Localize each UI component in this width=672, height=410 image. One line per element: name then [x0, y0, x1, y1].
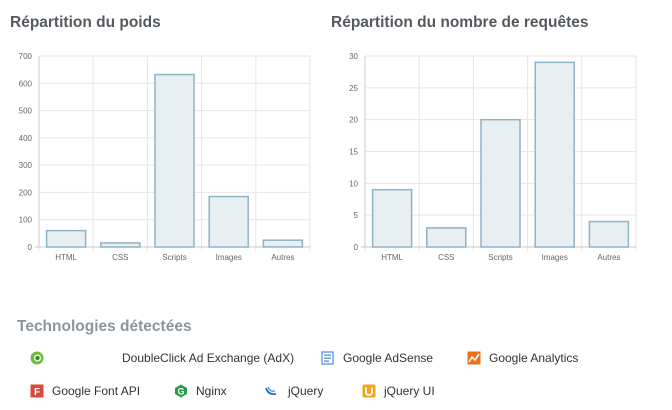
- tech-item-doubleclick[interactable]: DoubleClick Ad Exchange (AdX): [30, 349, 294, 367]
- requests-chart-title: Répartition du nombre de requêtes: [331, 14, 589, 31]
- requests-bar-autres[interactable]: [588, 220, 630, 248]
- weight-bar-html[interactable]: [45, 229, 87, 248]
- requests-ytick-label: 30: [349, 52, 358, 61]
- tech-label-google-font-api: Google Font API: [52, 384, 141, 398]
- weight-ytick-label: 0: [28, 243, 33, 252]
- adsense-icon: [321, 351, 335, 365]
- weight-bar-scripts[interactable]: [154, 73, 195, 248]
- weight-chart: 0 100 200 300 400 500 600 700 HTML CSS Scripts Imag…: [19, 52, 311, 262]
- weight-bar-css[interactable]: [100, 242, 141, 248]
- requests-ytick-label: 20: [349, 116, 358, 125]
- weight-ytick-label: 100: [19, 216, 33, 225]
- requests-ytick-label: 25: [349, 84, 358, 93]
- weight-ytick-label: 600: [19, 79, 33, 88]
- tech-item-analytics[interactable]: Google Analytics: [467, 349, 578, 367]
- tech-label-jquery: jQuery: [288, 384, 324, 398]
- weight-ytick-label: 200: [19, 188, 33, 197]
- weight-bar-images[interactable]: [208, 195, 249, 248]
- jquery-ui-icon: [362, 384, 376, 398]
- tech-item-google-font-api[interactable]: F Google Font API: [30, 382, 140, 400]
- requests-chart: 0 5 10 15 20 25 30 HTML CSS Scripts Images Autres: [349, 52, 637, 262]
- weight-ytick-label: 500: [19, 107, 33, 116]
- requests-bar-images[interactable]: [534, 61, 575, 248]
- tech-label-doubleclick: DoubleClick Ad Exchange (AdX): [122, 351, 295, 365]
- requests-xtick-label: CSS: [438, 253, 454, 262]
- svg-text:G: G: [177, 387, 184, 397]
- tech-label-nginx: Nginx: [196, 384, 227, 398]
- font-api-icon: F: [30, 384, 44, 398]
- requests-ytick-label: 0: [354, 243, 359, 252]
- svg-text:F: F: [34, 387, 40, 398]
- requests-xtick-label: HTML: [381, 253, 403, 262]
- nginx-icon: G: [174, 384, 188, 398]
- requests-bar-html[interactable]: [371, 188, 413, 248]
- requests-bar-css[interactable]: [426, 227, 467, 248]
- tech-label-analytics: Google Analytics: [489, 351, 579, 365]
- weight-ytick-label: 300: [19, 161, 33, 170]
- requests-xtick-label: Scripts: [488, 253, 512, 262]
- jquery-icon: [264, 384, 278, 398]
- doubleclick-icon: [30, 351, 44, 365]
- tech-label-jquery-ui: jQuery UI: [384, 384, 435, 398]
- tech-item-adsense[interactable]: Google AdSense: [321, 349, 433, 367]
- weight-xtick-label: CSS: [112, 253, 128, 262]
- tech-item-jquery-ui[interactable]: jQuery UI: [362, 382, 435, 400]
- tech-item-jquery[interactable]: jQuery: [264, 382, 323, 400]
- requests-xtick-label: Autres: [597, 253, 620, 262]
- analytics-icon: [467, 351, 481, 365]
- weight-xtick-label: HTML: [55, 253, 77, 262]
- weight-xtick-label: Scripts: [162, 253, 186, 262]
- requests-xtick-label: Images: [542, 253, 568, 262]
- requests-ytick-label: 5: [354, 211, 359, 220]
- tech-item-nginx[interactable]: G Nginx: [174, 382, 227, 400]
- weight-chart-title: Répartition du poids: [10, 14, 161, 31]
- weight-bar-autres[interactable]: [262, 239, 304, 248]
- requests-ytick-label: 15: [349, 148, 358, 157]
- technologies-title: Technologies détectées: [17, 318, 192, 335]
- weight-ytick-label: 400: [19, 134, 33, 143]
- weight-ytick-label: 700: [19, 52, 33, 61]
- requests-bar-scripts[interactable]: [480, 118, 521, 248]
- weight-xtick-label: Autres: [271, 253, 294, 262]
- tech-label-adsense: Google AdSense: [343, 351, 434, 365]
- requests-ytick-label: 10: [349, 179, 358, 188]
- weight-xtick-label: Images: [216, 253, 242, 262]
